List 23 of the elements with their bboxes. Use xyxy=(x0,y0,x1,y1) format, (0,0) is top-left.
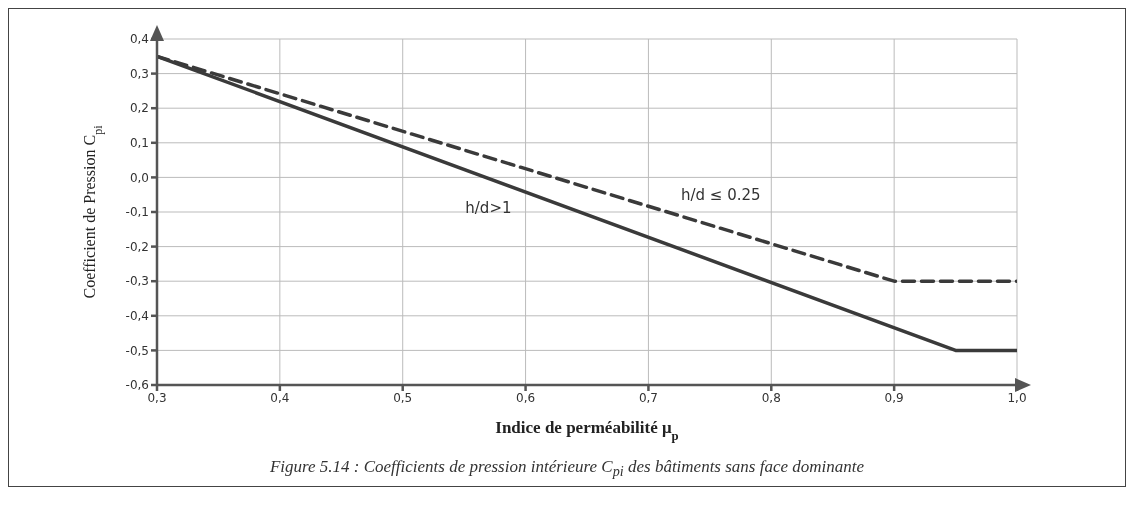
x-tick-label: 0,4 xyxy=(270,390,290,405)
y-tick-label: -0,6 xyxy=(125,378,149,393)
y-tick-label: 0,3 xyxy=(129,66,149,81)
series-label: h/d>1 xyxy=(465,199,512,218)
caption: Figure 5.14 : Coefficients de pression intérieure C$_{pi}$ des bâtiments sans face dominante xyxy=(268,457,866,481)
x-axis-title: Indice de perméabilité μ$_{p}$ xyxy=(495,418,679,443)
x-tick-label: 0,6 xyxy=(516,390,536,405)
x-tick-label: 0,8 xyxy=(761,390,781,405)
y-tick-label: 0,1 xyxy=(129,136,149,151)
y-tick-label: 0,2 xyxy=(129,101,149,116)
x-tick-label: 0,9 xyxy=(884,390,904,405)
series-label: h/d ≤ 0.25 xyxy=(681,185,761,204)
x-tick-label: 0,5 xyxy=(393,390,413,405)
y-tick-label: -0,1 xyxy=(125,205,149,220)
y-tick-label: -0,3 xyxy=(125,274,149,289)
x-tick-label: 0,7 xyxy=(638,390,658,405)
x-tick-label: 1,0 xyxy=(1007,390,1027,405)
x-tick-label: 0,3 xyxy=(147,390,167,405)
y-tick-label: 0,0 xyxy=(129,170,149,185)
y-tick-label: -0,5 xyxy=(125,343,149,358)
y-tick-label: -0,4 xyxy=(125,309,149,324)
y-tick-label: -0,2 xyxy=(125,239,149,254)
y-tick-label: 0,4 xyxy=(129,32,149,47)
